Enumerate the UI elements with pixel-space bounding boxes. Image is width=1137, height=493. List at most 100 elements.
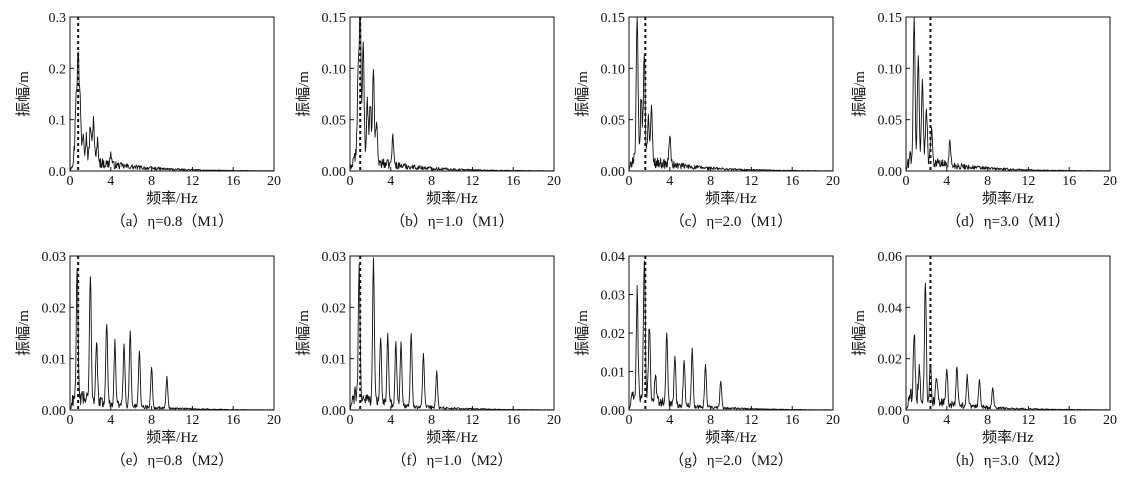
x-tick-label: 16 [785,413,799,428]
y-tick-label: 0.00 [878,404,903,419]
y-tick-label: 0.03 [601,289,626,304]
y-tick-label: 0.02 [878,353,903,368]
subplot-c: 0 4 8 12 16 20 0.00 0.05 0.10 0.15 频率/Hz 振幅/m （c）η=2… [574,11,840,230]
y-tick-label: 0.15 [322,11,347,26]
x-tick-label: 16 [226,413,240,428]
x-tick-label: 12 [1021,174,1035,189]
plot-frame [69,16,275,172]
x-tick-label: 4 [666,174,673,189]
y-tick-label: 0.02 [42,301,67,316]
y-tick-label: 0.0 [49,165,67,180]
x-tick-label: 8 [984,174,991,189]
plot-frame [69,255,275,411]
spectrum-line [905,282,1111,411]
y-axis-label: 振幅/m [15,310,32,356]
subplot-e: 0 4 8 12 16 20 0.00 0.01 0.02 0.03 频率/Hz 振幅/m （e）η=0… [15,250,281,469]
x-tick-label: 4 [666,413,673,428]
y-tick-label: 0.15 [878,11,903,26]
x-tick-label: 20 [1103,413,1117,428]
y-tick-label: 0.02 [322,301,347,316]
x-tick-label: 4 [107,174,114,189]
y-tick-label: 0.01 [42,353,67,368]
y-tick-label: 0.2 [49,62,67,77]
subplot-caption: （c）η=2.0（M1） [670,213,793,230]
x-tick-label: 8 [148,174,155,189]
x-tick-label: 8 [148,413,155,428]
x-tick-label: 4 [943,174,950,189]
y-tick-label: 0.03 [322,250,347,265]
x-tick-label: 12 [744,174,758,189]
spectrum-line [628,260,834,411]
x-axis-label: 频率/Hz [146,429,198,446]
x-tick-label: 12 [185,174,199,189]
subplot-d: 0 4 8 12 16 20 0.00 0.05 0.10 0.15 频率/Hz 振幅/m （d）η=3… [851,11,1117,230]
x-tick-label: 12 [465,413,479,428]
subplot-g: 0 4 8 12 16 20 0.00 0.01 0.02 0.03 0.04 频率/Hz 振幅/m （g… [574,250,840,469]
subplot-caption: （h）η=3.0（M2） [946,452,1069,469]
x-tick-label: 8 [707,174,714,189]
y-axis-label: 振幅/m [295,310,312,356]
x-tick-label: 20 [267,413,281,428]
spectrum-line [349,257,555,411]
x-tick-label: 12 [185,413,199,428]
spectrum-line [628,16,834,172]
x-tick-label: 16 [1062,413,1076,428]
y-tick-label: 0.02 [601,327,626,342]
y-axis-label: 振幅/m [851,310,868,356]
subplot-b: 0 4 8 12 16 20 0.00 0.05 0.10 0.15 频率/Hz 振幅/m （b）η=1… [295,11,561,230]
y-tick-label: 0.00 [322,404,347,419]
x-tick-label: 4 [387,413,394,428]
y-tick-label: 0.00 [322,165,347,180]
x-tick-label: 8 [428,413,435,428]
y-tick-label: 0.03 [42,250,67,265]
plot-frame [349,16,555,172]
x-tick-label: 20 [826,413,840,428]
x-tick-label: 20 [826,174,840,189]
y-tick-label: 0.15 [601,11,626,26]
x-tick-label: 0 [347,413,354,428]
subplot-caption: （f）η=1.0（M2） [392,452,513,469]
x-tick-label: 4 [387,174,394,189]
x-tick-label: 20 [1103,174,1117,189]
x-tick-label: 0 [626,413,633,428]
x-tick-label: 20 [267,174,281,189]
x-axis-label: 频率/Hz [982,429,1034,446]
plot-frame [628,16,834,172]
y-tick-label: 0.00 [601,404,626,419]
subplot-caption: （e）η=0.8（M2） [111,452,234,469]
y-tick-label: 0.10 [601,62,626,77]
x-axis-label: 频率/Hz [426,429,478,446]
y-tick-label: 0.00 [878,165,903,180]
y-tick-label: 0.3 [49,11,67,26]
y-tick-label: 0.06 [878,250,903,265]
x-axis-label: 频率/Hz [982,190,1034,207]
x-tick-label: 8 [428,174,435,189]
y-axis-label: 振幅/m [295,71,312,117]
subplot-caption: （b）η=1.0（M1） [390,213,513,230]
x-tick-label: 4 [943,413,950,428]
y-tick-label: 0.01 [322,353,347,368]
x-tick-label: 0 [626,174,633,189]
plot-frame [905,255,1111,411]
y-tick-label: 0.00 [601,165,626,180]
plot-frame [349,255,555,411]
x-axis-label: 频率/Hz [146,190,198,207]
subplot-a: 0 4 8 12 16 20 0.0 0.1 0.2 0.3 频率/Hz 振幅/m （a）η=0.8（M… [15,11,281,230]
y-tick-label: 0.10 [878,62,903,77]
x-tick-label: 12 [1021,413,1035,428]
subplot-f: 0 4 8 12 16 20 0.00 0.01 0.02 0.03 频率/Hz 振幅/m （f）η=1… [295,250,561,469]
plot-frame [628,255,834,411]
x-tick-label: 0 [67,174,74,189]
x-axis-label: 频率/Hz [705,429,757,446]
spectrum-line [349,16,555,172]
x-tick-label: 20 [547,413,561,428]
x-tick-label: 16 [785,174,799,189]
x-tick-label: 16 [506,413,520,428]
x-tick-label: 12 [744,413,758,428]
x-tick-label: 0 [903,174,910,189]
subplot-caption: （d）η=3.0（M1） [946,213,1069,230]
spectrum-line [905,16,1111,172]
y-tick-label: 0.05 [322,114,347,129]
x-tick-label: 12 [465,174,479,189]
